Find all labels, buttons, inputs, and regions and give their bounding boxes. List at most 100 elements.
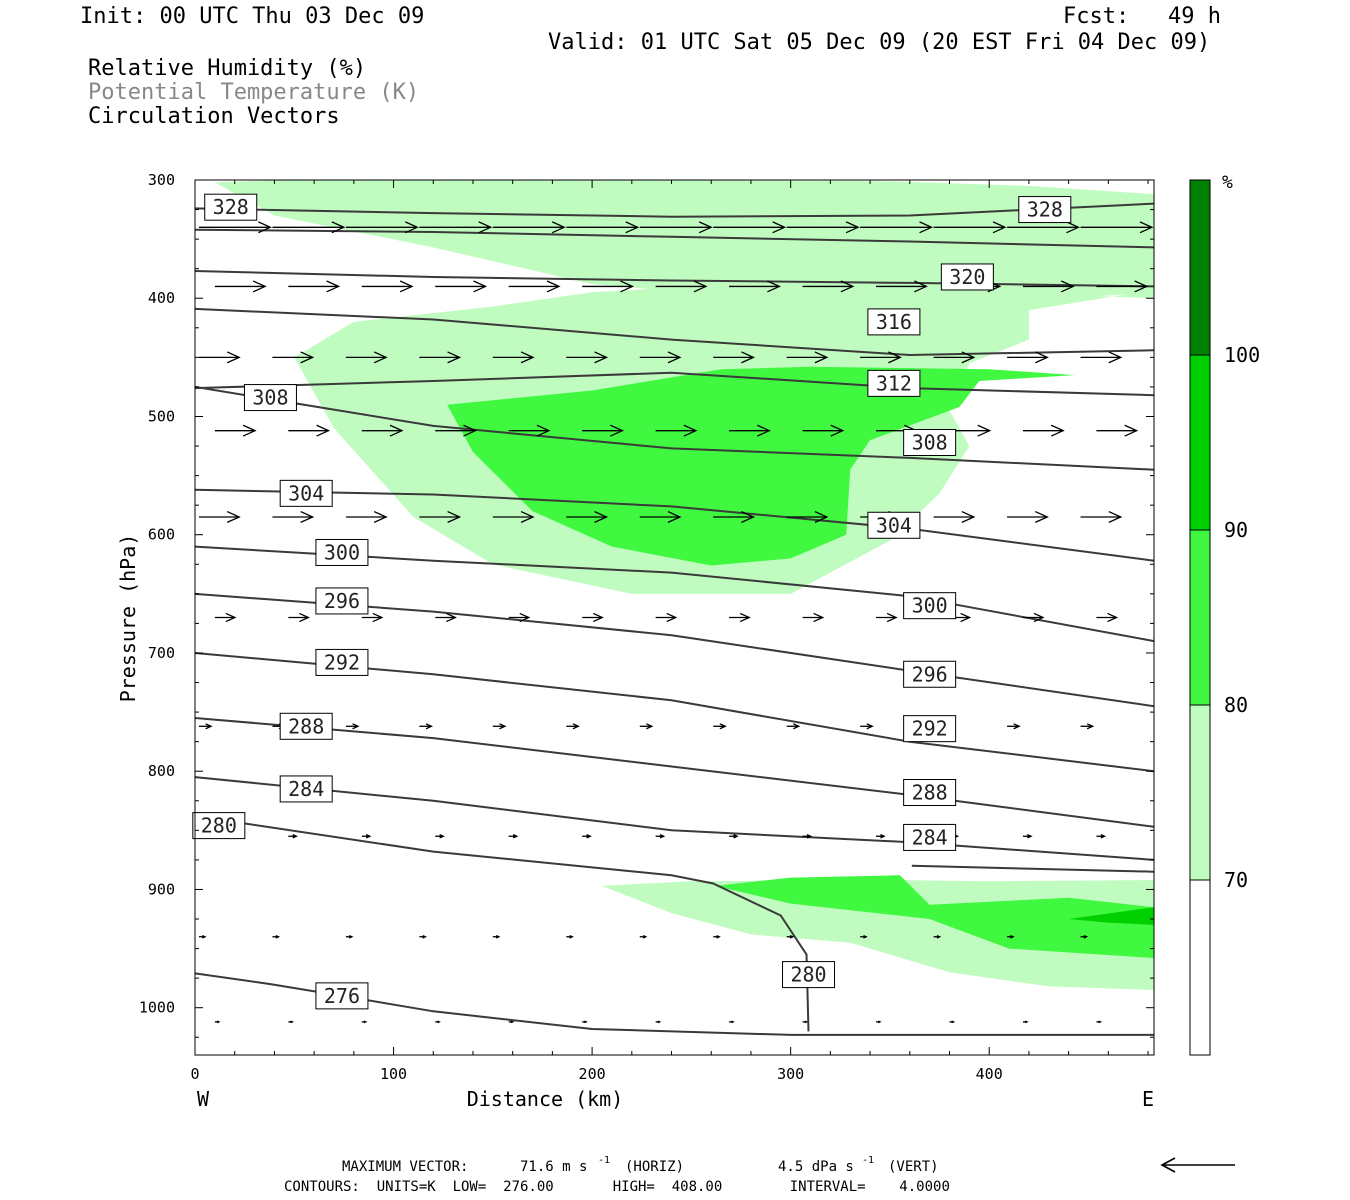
- vector-arrowhead: [914, 280, 928, 293]
- vector-arrowhead: [226, 511, 241, 523]
- vector-arrowhead: [880, 834, 886, 839]
- isentrope-label-value: 280: [790, 963, 826, 987]
- isentrope-label-value: 300: [324, 540, 360, 564]
- vector-arrowhead: [877, 1020, 882, 1024]
- vector-arrowhead: [1060, 280, 1075, 293]
- vector-arrowhead: [225, 612, 237, 623]
- vector-arrowhead: [667, 511, 682, 523]
- vector-arrowhead: [620, 280, 635, 293]
- vector-arrowhead: [767, 280, 781, 293]
- colorbar-unit: %: [1222, 172, 1233, 193]
- vector-arrowhead: [252, 280, 267, 293]
- footer-vert-value: 4.5 dPa s: [778, 1159, 854, 1175]
- isentrope-label-box: [315, 538, 369, 566]
- footer-max-vector-label: MAXIMUM VECTOR:: [342, 1159, 468, 1175]
- vector-arrowhead: [331, 221, 346, 234]
- vector-arrowhead: [473, 280, 488, 293]
- vector-arrowhead: [363, 1020, 368, 1024]
- isentrope-label: 304: [867, 511, 921, 539]
- isentrope-label-value: 328: [1027, 198, 1063, 222]
- isentrope-label: 296: [315, 587, 369, 615]
- vector-arrowhead: [886, 612, 898, 623]
- vector-arrowhead: [961, 351, 976, 364]
- circulation-vectors: [198, 221, 1154, 1024]
- isentrope-label-box: [903, 660, 957, 688]
- vector-arrowhead: [866, 723, 874, 730]
- vector-arrowhead: [316, 424, 331, 437]
- vector-arrowhead: [936, 934, 942, 939]
- vector-arrowhead: [373, 511, 388, 523]
- axes: 300 400 500 600 700 800 900 1000 0 100 200 300 400: [139, 171, 1154, 1083]
- isentrope-280: [195, 815, 810, 1032]
- colorbar-level-label: 70: [1224, 868, 1248, 892]
- vector-arrowhead: [1086, 723, 1095, 730]
- vector-arrowhead: [789, 934, 795, 939]
- y-tick-label: 400: [148, 289, 175, 307]
- vector-arrowhead: [1066, 221, 1081, 234]
- vector-arrowhead: [733, 834, 739, 839]
- plot-frame: [194, 179, 1155, 1056]
- rh-region-90-100: [1068, 907, 1154, 925]
- vector-arrowhead: [804, 1020, 809, 1024]
- isentrope-label: 312: [867, 369, 921, 397]
- vector-arrowhead: [1083, 934, 1089, 939]
- isentrope-label-box: [192, 812, 246, 840]
- vector-arrowhead: [757, 424, 771, 437]
- isentrope-label-value: 308: [252, 386, 288, 410]
- isentrope-label-value: 328: [213, 195, 249, 219]
- vector-arrowhead: [299, 612, 311, 623]
- vector-arrowhead: [657, 1020, 662, 1024]
- isentrope-label-value: 292: [324, 650, 360, 674]
- vector-arrowhead: [439, 834, 445, 839]
- vector-arrowhead: [741, 351, 756, 364]
- isentrope-label: 300: [903, 592, 957, 620]
- isentrope-label-box: [279, 712, 333, 740]
- vector-arrowhead: [1100, 834, 1107, 839]
- vector-arrowhead: [1024, 1020, 1029, 1024]
- x-tick-label: 100: [380, 1065, 407, 1083]
- vector-arrowhead: [478, 221, 493, 234]
- isentrope-label-value: 284: [912, 825, 948, 849]
- isentrope-label: 284: [903, 823, 957, 851]
- isentrope-label-box: [315, 982, 369, 1010]
- vector-arrowhead: [546, 280, 561, 293]
- isentrope-label: 328: [204, 193, 258, 221]
- vector-arrowhead: [1013, 723, 1021, 730]
- vector-arrowhead: [1050, 424, 1065, 437]
- colorbar: 100 90 80 70%: [1189, 172, 1260, 1056]
- isentrope-label-value: 316: [876, 310, 912, 334]
- isentrope-312: [195, 371, 1154, 397]
- vector-arrowhead: [499, 723, 507, 730]
- vector-arrowhead: [348, 934, 354, 939]
- vector-arrowhead: [919, 221, 934, 234]
- vector-arrowhead: [1134, 280, 1149, 293]
- valid-time: Valid: 01 UTC Sat 05 Dec 09 (20 EST Fri …: [548, 30, 1211, 55]
- vector-arrowhead: [373, 351, 388, 364]
- isentrope-label-value: 284: [288, 777, 324, 801]
- vector-arrowhead: [1098, 1020, 1103, 1024]
- y-tick-label: 800: [148, 762, 175, 780]
- isentrope-label: 276: [315, 982, 369, 1010]
- isentrope-label-box: [782, 961, 836, 989]
- vector-arrowhead: [216, 1020, 221, 1024]
- isentrope-label-value: 304: [288, 481, 324, 505]
- x-tick-label: 0: [190, 1065, 199, 1083]
- vector-arrowhead: [352, 723, 360, 730]
- footer-horiz-tag: (HORIZ): [625, 1159, 684, 1175]
- isentrope-label: 292: [315, 648, 369, 676]
- y-tick-label: 1000: [139, 999, 175, 1017]
- isentrope-label-value: 292: [912, 717, 948, 741]
- isentrope-label-box: [903, 823, 957, 851]
- vector-arrowhead: [551, 221, 566, 234]
- vector-arrowhead: [888, 351, 902, 364]
- isentrope-label-box: [867, 369, 921, 397]
- isentrope-label-value: 280: [201, 814, 237, 838]
- footer-max-vector: MAXIMUM VECTOR: 71.6 m s -1 (HORIZ) 4.5 …: [342, 1155, 939, 1175]
- isentrope-label-box: [243, 384, 297, 412]
- isentrope-labels: 328 328 320 316 312 308 308 304 304 300 300 296 296 2…: [192, 193, 1072, 1010]
- vector-arrowhead: [447, 351, 462, 364]
- vector-arrowhead: [977, 424, 992, 437]
- vector-arrowhead: [446, 612, 457, 623]
- vector-arrowhead: [693, 280, 708, 293]
